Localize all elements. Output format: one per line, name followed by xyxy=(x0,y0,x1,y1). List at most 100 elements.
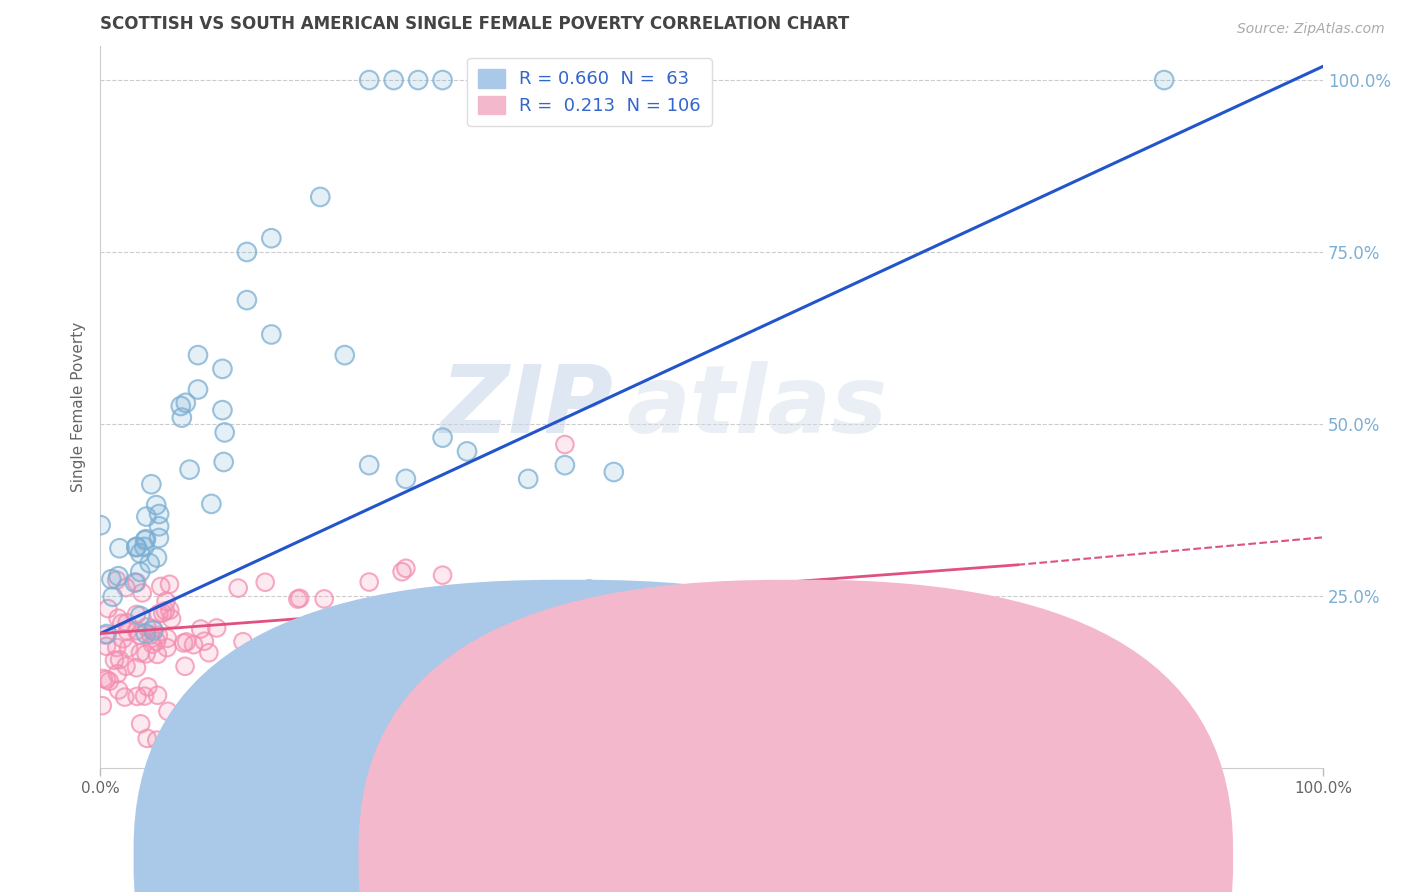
Point xyxy=(107,611,129,625)
Point xyxy=(232,634,254,648)
Point xyxy=(401,658,423,673)
Point xyxy=(260,231,283,245)
Point xyxy=(247,651,270,665)
Point xyxy=(129,565,152,579)
Point xyxy=(395,472,418,486)
Point xyxy=(173,636,195,650)
Point xyxy=(107,666,129,681)
Point xyxy=(395,598,418,612)
Point xyxy=(156,632,179,646)
Point xyxy=(145,498,167,512)
Point xyxy=(91,698,114,713)
Point xyxy=(187,383,209,397)
Point xyxy=(391,565,413,579)
Point xyxy=(481,596,503,610)
Point xyxy=(333,348,356,362)
Point xyxy=(112,632,135,646)
Point xyxy=(288,591,311,606)
Point xyxy=(406,73,429,87)
Point xyxy=(190,622,212,636)
Point xyxy=(96,627,118,641)
Point xyxy=(129,646,152,660)
Point xyxy=(124,575,146,590)
Point xyxy=(159,603,181,617)
Point xyxy=(96,627,118,641)
Point xyxy=(554,609,576,624)
Point xyxy=(98,674,121,689)
Text: atlas: atlas xyxy=(626,360,887,452)
Point xyxy=(382,673,405,688)
Point xyxy=(554,609,576,624)
Point xyxy=(174,659,197,673)
Point xyxy=(260,231,283,245)
Point xyxy=(304,630,326,644)
Point xyxy=(146,550,169,565)
Y-axis label: Single Female Poverty: Single Female Poverty xyxy=(72,321,86,491)
Point xyxy=(129,608,152,623)
Point xyxy=(257,654,280,668)
Point xyxy=(314,591,336,606)
Point xyxy=(359,575,381,590)
Point xyxy=(129,716,152,731)
Point xyxy=(96,673,118,687)
Point xyxy=(129,608,152,623)
Point xyxy=(148,519,170,533)
Point xyxy=(125,661,148,675)
Point xyxy=(260,327,283,342)
Point xyxy=(198,646,221,660)
Point xyxy=(148,531,170,545)
Point xyxy=(211,403,233,417)
Point xyxy=(288,591,311,606)
Point xyxy=(1153,73,1175,87)
Point xyxy=(456,596,478,610)
Point xyxy=(125,575,148,590)
Point xyxy=(187,348,209,362)
Point xyxy=(129,546,152,560)
Point xyxy=(100,572,122,586)
Point xyxy=(159,577,181,591)
Point xyxy=(101,590,124,604)
Point xyxy=(105,573,128,587)
Point xyxy=(359,73,381,87)
Point xyxy=(125,540,148,554)
Point xyxy=(117,640,139,655)
Point xyxy=(211,403,233,417)
Point xyxy=(135,532,157,546)
Point xyxy=(156,640,179,655)
Point xyxy=(578,582,600,596)
Point xyxy=(146,733,169,747)
Point xyxy=(98,674,121,689)
Point xyxy=(432,73,454,87)
Point xyxy=(138,556,160,570)
Point xyxy=(148,507,170,521)
Point xyxy=(517,623,540,637)
Point xyxy=(287,592,309,607)
Point xyxy=(125,541,148,555)
Point xyxy=(415,673,437,687)
Point xyxy=(107,666,129,681)
Point xyxy=(226,581,249,595)
Point xyxy=(155,594,177,608)
Point xyxy=(254,575,277,590)
Point xyxy=(554,437,576,451)
Point xyxy=(117,624,139,639)
Point xyxy=(565,73,588,87)
Point xyxy=(146,688,169,702)
Point xyxy=(214,425,236,440)
Point xyxy=(411,591,433,605)
Point xyxy=(226,581,249,595)
Point xyxy=(211,362,233,376)
Point xyxy=(139,628,162,642)
Point xyxy=(176,635,198,649)
Point xyxy=(134,689,156,703)
Point xyxy=(96,640,118,654)
Point xyxy=(108,541,131,556)
Point xyxy=(155,594,177,608)
Point xyxy=(107,611,129,625)
Point xyxy=(762,626,785,640)
Text: Scottish: Scottish xyxy=(599,807,665,825)
Point xyxy=(114,690,136,704)
Point xyxy=(115,659,138,673)
Point xyxy=(148,628,170,642)
Text: Source: ZipAtlas.com: Source: ZipAtlas.com xyxy=(1237,22,1385,37)
